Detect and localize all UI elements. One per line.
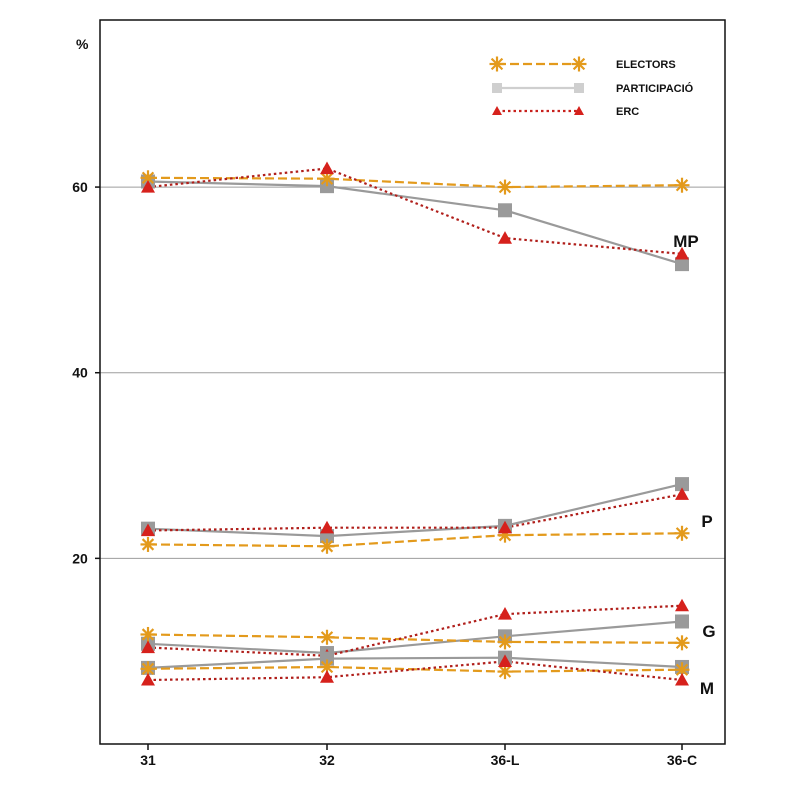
point-erc: [498, 654, 512, 667]
legend-marker: [492, 106, 502, 115]
point-participacio: [498, 203, 512, 218]
legend-marker: [571, 56, 587, 72]
x-tick-label: 31: [140, 752, 156, 768]
legend-marker: [574, 106, 584, 115]
point-erc: [675, 487, 689, 500]
legend-item-erc: ERC: [492, 106, 639, 118]
y-tick-label: 20: [72, 550, 88, 566]
point-participacio: [675, 257, 689, 272]
x-tick-label: 36-L: [491, 752, 520, 768]
point-erc: [675, 672, 689, 686]
group-g: [140, 598, 690, 662]
point-participacio: [675, 477, 689, 492]
point-electors: [674, 177, 690, 193]
group-label-g: G: [702, 622, 715, 641]
series-line-erc: [147, 167, 683, 255]
point-erc: [141, 180, 155, 193]
series-line-electors: [147, 176, 683, 189]
point-electors: [674, 635, 690, 651]
gridlines: [100, 186, 725, 559]
point-erc: [141, 523, 155, 537]
series-line-erc: [147, 604, 683, 657]
axes: 20 40 60 31 32 36-L 36-C: [72, 179, 697, 768]
point-electors: [140, 626, 156, 642]
y-tick-label: 40: [72, 365, 88, 381]
point-participacio: [675, 614, 689, 629]
series-line-participació: [147, 620, 683, 655]
legend-item-electors: ELECTORS: [489, 56, 676, 72]
point-electors: [140, 536, 156, 552]
point-erc: [141, 672, 155, 686]
point-erc: [675, 598, 689, 612]
group-label-mp: MP: [673, 232, 699, 251]
series-line-erc: [147, 493, 683, 532]
legend-label: ELECTORS: [616, 59, 676, 71]
group-mp: [140, 161, 690, 272]
point-electors: [319, 538, 335, 554]
x-tick-label: 32: [319, 752, 335, 768]
legend-marker: [489, 56, 505, 72]
plot-frame: [99, 19, 726, 745]
series-layer: [140, 161, 690, 686]
series-line-electors: [147, 665, 683, 673]
legend-label: ERC: [616, 106, 639, 118]
legend-label: PARTICIPACIÓ: [616, 82, 694, 95]
series-line-participació: [147, 656, 683, 669]
series-line-participació: [147, 483, 683, 538]
legend-marker: [574, 83, 584, 93]
series-line-electors: [147, 633, 683, 644]
series-line-electors: [147, 532, 683, 548]
group-label-p: P: [701, 512, 712, 531]
point-erc: [141, 640, 155, 654]
point-erc: [498, 231, 512, 244]
point-electors: [497, 634, 513, 650]
group-m: [140, 650, 690, 686]
point-erc: [498, 520, 512, 534]
group-p: [140, 477, 690, 554]
x-tick-label: 36-C: [667, 752, 697, 768]
legend-item-participació: PARTICIPACIÓ: [492, 82, 694, 95]
point-erc: [675, 246, 689, 260]
series-line-participació: [147, 180, 683, 266]
point-erc: [320, 670, 334, 683]
y-axis-label: %: [76, 36, 89, 52]
y-tick-label: 60: [72, 179, 88, 195]
point-electors: [497, 179, 513, 195]
point-electors: [497, 664, 513, 680]
point-electors: [674, 525, 690, 541]
group-label-m: M: [700, 679, 714, 698]
point-erc: [320, 161, 334, 175]
legend-marker: [492, 83, 502, 93]
legend: ELECTORS PARTICIPACIÓ ERC: [489, 56, 694, 118]
group-labels: MP P G M: [673, 232, 715, 698]
point-erc: [320, 520, 334, 534]
point-erc: [498, 607, 512, 620]
series-line-erc: [147, 660, 683, 682]
point-electors: [319, 629, 335, 645]
